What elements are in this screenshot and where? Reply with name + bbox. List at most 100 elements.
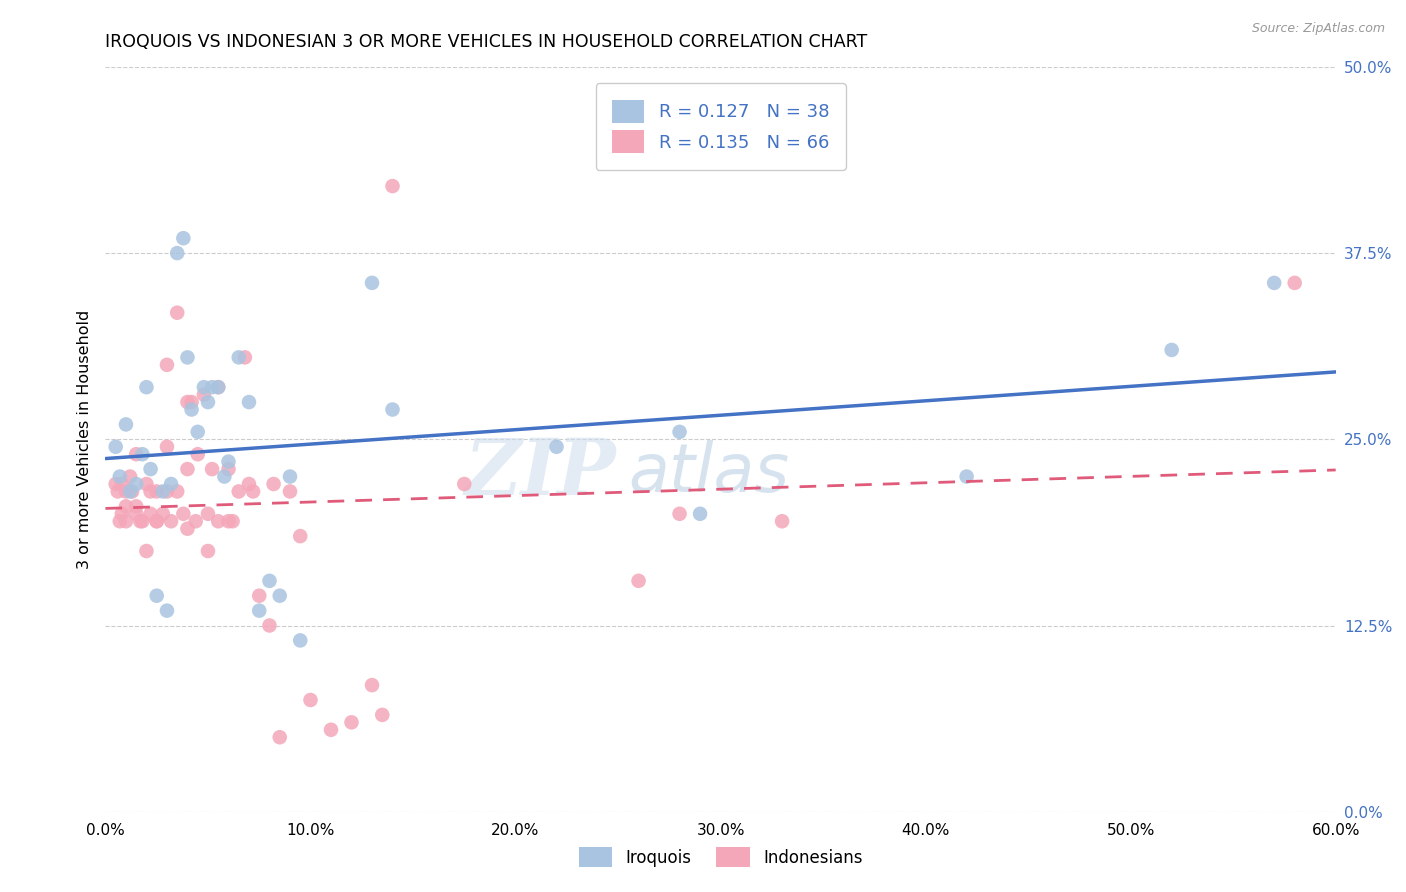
- Point: [201, 462, 224, 476]
- Text: atlas: atlas: [628, 440, 789, 506]
- Point: [115, 417, 138, 432]
- Point: [139, 462, 162, 476]
- Point: [187, 447, 209, 461]
- Point: [242, 484, 264, 499]
- Point: [340, 715, 363, 730]
- Point: [139, 484, 162, 499]
- Point: [218, 514, 240, 528]
- Point: [145, 484, 167, 499]
- Point: [218, 462, 240, 476]
- Point: [115, 500, 138, 514]
- Point: [121, 484, 143, 499]
- Point: [278, 484, 301, 499]
- Point: [156, 358, 179, 372]
- Point: [129, 514, 152, 528]
- Point: [221, 514, 243, 528]
- Point: [263, 477, 285, 491]
- Point: [259, 618, 281, 632]
- Point: [125, 507, 148, 521]
- Point: [152, 507, 174, 521]
- Text: IROQUOIS VS INDONESIAN 3 OR MORE VEHICLES IN HOUSEHOLD CORRELATION CHART: IROQUOIS VS INDONESIAN 3 OR MORE VEHICLE…: [105, 34, 868, 52]
- Point: [381, 402, 404, 417]
- Point: [145, 514, 167, 528]
- Point: [111, 477, 134, 491]
- Point: [207, 380, 229, 394]
- Point: [104, 440, 127, 454]
- Point: [1284, 276, 1306, 290]
- Point: [180, 402, 202, 417]
- Point: [135, 544, 157, 558]
- Point: [668, 507, 690, 521]
- Point: [156, 440, 179, 454]
- Point: [453, 477, 475, 491]
- Point: [193, 380, 215, 394]
- Point: [290, 529, 312, 543]
- Point: [381, 179, 404, 194]
- Point: [689, 507, 711, 521]
- Point: [120, 484, 141, 499]
- Point: [1263, 276, 1285, 290]
- Point: [214, 469, 236, 483]
- Point: [269, 589, 291, 603]
- Point: [956, 469, 979, 483]
- Point: [131, 514, 153, 528]
- Point: [201, 380, 224, 394]
- Point: [187, 425, 209, 439]
- Point: [125, 477, 148, 491]
- Point: [108, 469, 131, 483]
- Text: Source: ZipAtlas.com: Source: ZipAtlas.com: [1251, 22, 1385, 36]
- Point: [166, 306, 188, 320]
- Point: [160, 514, 183, 528]
- Point: [156, 484, 179, 499]
- Point: [115, 484, 138, 499]
- Y-axis label: 3 or more Vehicles in Household: 3 or more Vehicles in Household: [76, 310, 91, 569]
- Point: [233, 351, 256, 365]
- Point: [197, 395, 219, 409]
- Point: [218, 455, 240, 469]
- Point: [160, 477, 183, 491]
- Point: [197, 507, 219, 521]
- Point: [259, 574, 281, 588]
- Point: [238, 477, 260, 491]
- Point: [176, 462, 198, 476]
- Point: [627, 574, 650, 588]
- Point: [228, 351, 250, 365]
- Point: [115, 514, 138, 528]
- Point: [278, 469, 301, 483]
- Point: [238, 395, 260, 409]
- Point: [361, 276, 384, 290]
- Point: [247, 589, 270, 603]
- Point: [176, 351, 198, 365]
- Point: [145, 514, 167, 528]
- Point: [120, 469, 141, 483]
- Point: [176, 522, 198, 536]
- Text: ZIP: ZIP: [464, 434, 616, 511]
- Point: [361, 678, 384, 692]
- Point: [104, 477, 127, 491]
- Point: [299, 693, 322, 707]
- Point: [207, 380, 229, 394]
- Point: [111, 507, 134, 521]
- Point: [180, 395, 202, 409]
- Point: [156, 604, 179, 618]
- Point: [269, 730, 291, 744]
- Point: [166, 246, 188, 260]
- Point: [319, 723, 342, 737]
- Point: [207, 514, 229, 528]
- Legend: Iroquois, Indonesians: Iroquois, Indonesians: [572, 840, 869, 874]
- Point: [139, 507, 162, 521]
- Point: [228, 484, 250, 499]
- Point: [131, 447, 153, 461]
- Point: [125, 500, 148, 514]
- Point: [197, 544, 219, 558]
- Point: [770, 514, 793, 528]
- Point: [176, 395, 198, 409]
- Point: [152, 484, 174, 499]
- Point: [290, 633, 312, 648]
- Point: [145, 589, 167, 603]
- Point: [668, 425, 690, 439]
- Point: [172, 231, 194, 245]
- Point: [172, 507, 194, 521]
- Point: [135, 477, 157, 491]
- Point: [1160, 343, 1182, 357]
